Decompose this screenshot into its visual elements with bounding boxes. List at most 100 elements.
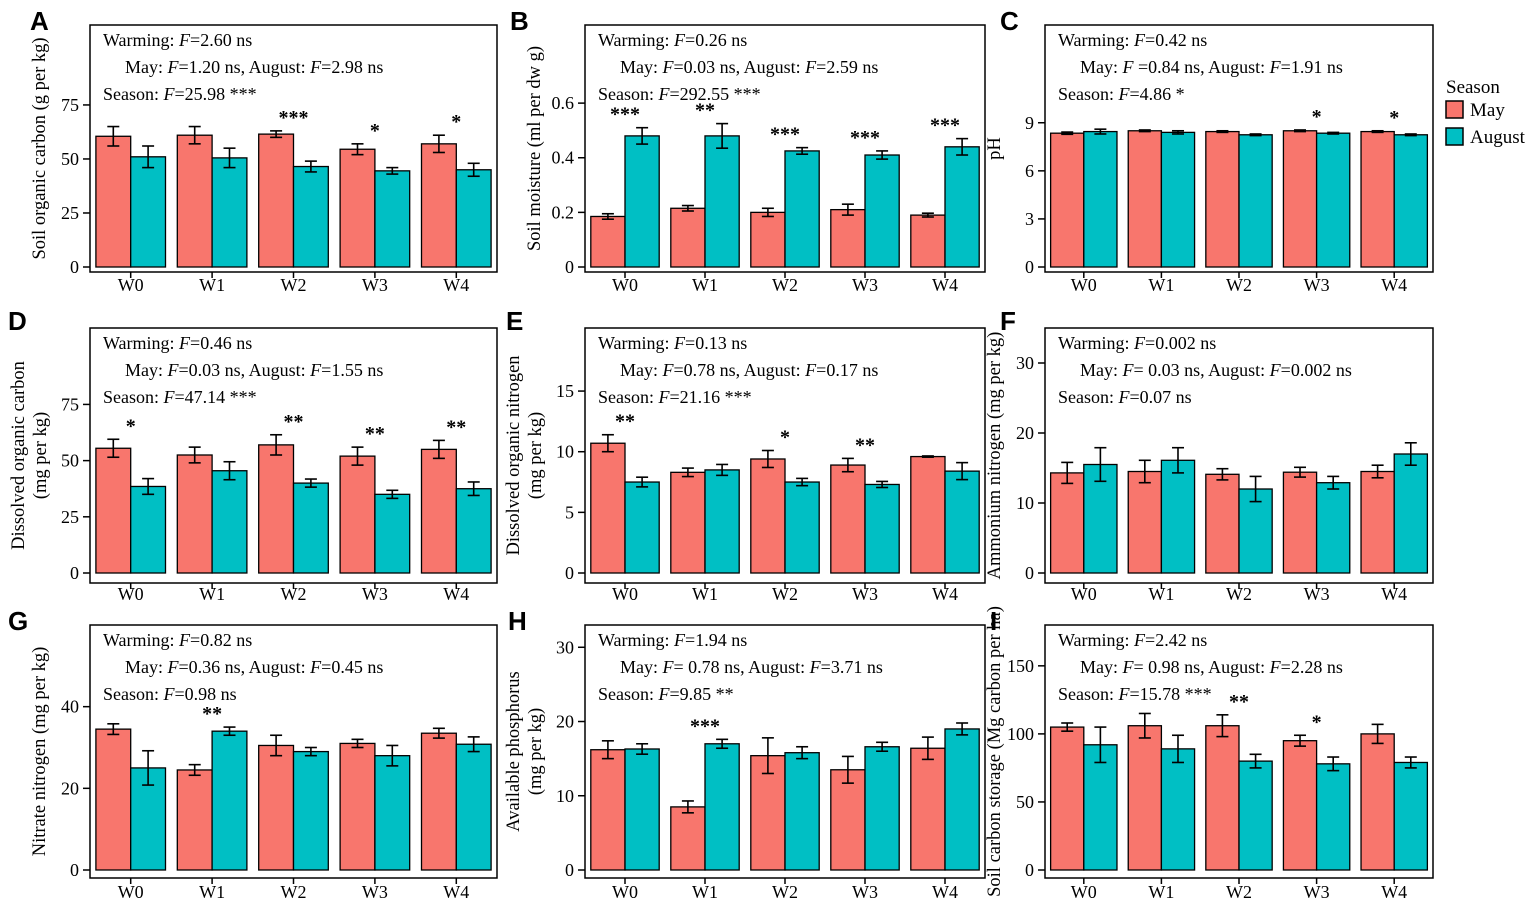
significance-marker: ** (365, 423, 385, 445)
bar-may-W0 (590, 749, 626, 871)
bar-may-W1 (670, 806, 706, 871)
stats-line: May: F= 0.78 ns, August: F=3.71 ns (620, 657, 883, 677)
bar-august-W1 (1160, 748, 1196, 871)
bar-may-W3 (1282, 130, 1318, 268)
bar-august-W3 (374, 170, 411, 268)
x-tick-label: W1 (692, 275, 718, 295)
x-tick-label: W1 (692, 584, 718, 604)
significance-marker: ** (695, 100, 715, 122)
stats-line: Season: F=0.98 ns (103, 684, 237, 704)
bar-august-W3 (864, 154, 900, 268)
bar-may-W0 (95, 447, 132, 574)
bar-may-W2 (258, 133, 295, 268)
significance-marker: * (1312, 106, 1322, 128)
significance-marker: ** (1229, 691, 1249, 713)
x-tick-label: W1 (692, 882, 718, 902)
bar-august-W4 (1393, 453, 1429, 574)
x-tick-label: W0 (118, 584, 144, 604)
bar-may-W0 (590, 215, 626, 268)
bar-august-W3 (1315, 132, 1351, 268)
bar-may-W3 (1282, 471, 1318, 574)
x-tick-label: W0 (612, 882, 638, 902)
stats-line: May: F=0.03 ns, August: F=2.59 ns (620, 57, 878, 77)
bar-august-W2 (292, 482, 329, 574)
x-tick-label: W2 (281, 584, 307, 604)
significance-marker: *** (770, 124, 800, 146)
x-tick-label: W3 (852, 584, 878, 604)
bar-august-W0 (624, 481, 660, 574)
y-tick-label: 9 (1025, 113, 1034, 133)
bar-may-W4 (420, 448, 457, 574)
stats-line: Season: F=25.98 *** (103, 84, 257, 104)
y-tick-label: 150 (1007, 656, 1034, 676)
bar-august-W1 (704, 135, 740, 268)
panel-letter-G: G (8, 606, 28, 636)
bar-august-W4 (455, 743, 492, 871)
x-tick-label: W4 (1381, 584, 1407, 604)
bar-may-W4 (1360, 733, 1395, 871)
bar-may-W2 (750, 458, 786, 574)
significance-marker: ** (284, 411, 304, 433)
bar-august-W0 (1083, 130, 1118, 268)
panel-letter-F: F (1000, 306, 1016, 336)
x-tick-label: W3 (362, 584, 388, 604)
y-axis-label: Dissolved organic carbon (9, 361, 29, 550)
panel-letter-A: A (30, 6, 49, 36)
bar-august-W1 (211, 730, 248, 871)
y-tick-label: 3 (1025, 209, 1034, 229)
panel-A: 0 25 50 75 Soil organic carbon (g per kg) War… (30, 6, 498, 295)
bar-may-W3 (830, 464, 866, 574)
y-axis-label: Available phosphorus (504, 671, 524, 831)
bar-august-W3 (374, 493, 411, 574)
y-tick-label: 0 (1025, 563, 1034, 583)
y-tick-label: 10 (556, 786, 574, 806)
bar-may-W4 (1360, 470, 1395, 574)
bar-may-W4 (1360, 130, 1395, 268)
significance-marker: ** (202, 703, 222, 725)
x-tick-label: W0 (612, 584, 638, 604)
stats-line: May: F=0.03 ns, August: F=1.55 ns (125, 360, 383, 380)
bar-august-W4 (1393, 134, 1429, 268)
y-axis-label: (mg per kg) (31, 412, 51, 499)
y-tick-label: 20 (1016, 423, 1034, 443)
stats-line: Warming: F=2.60 ns (103, 30, 252, 50)
bar-may-W0 (1049, 472, 1085, 574)
bar-may-W4 (910, 455, 946, 574)
x-tick-label: W3 (852, 275, 878, 295)
x-tick-label: W4 (932, 584, 958, 604)
y-tick-label: 30 (556, 637, 574, 657)
y-tick-label: 30 (1016, 353, 1034, 373)
x-tick-label: W4 (443, 584, 469, 604)
bar-may-W1 (670, 471, 706, 574)
bar-may-W2 (750, 211, 786, 268)
x-tick-label: W3 (362, 275, 388, 295)
stats-line: May: F= 0.98 ns, August: F=2.28 ns (1080, 657, 1343, 677)
y-tick-label: 0.6 (552, 93, 575, 113)
y-tick-label: 25 (61, 203, 79, 223)
y-tick-label: 0 (70, 257, 79, 277)
bar-may-W1 (176, 454, 213, 574)
bar-august-W0 (130, 156, 167, 268)
bar-august-W2 (784, 481, 820, 574)
y-axis-label: pH (985, 137, 1005, 160)
y-tick-label: 40 (61, 697, 79, 717)
stats-line: Warming: F=0.82 ns (103, 630, 252, 650)
y-axis-label: Soil moisture (ml per dw g) (525, 46, 545, 251)
bar-august-W2 (1238, 760, 1273, 871)
x-tick-label: W1 (1148, 882, 1174, 902)
bar-may-W1 (176, 769, 213, 871)
bar-august-W0 (1083, 744, 1118, 871)
bar-august-W4 (1393, 761, 1429, 871)
bar-may-W1 (176, 134, 213, 268)
y-tick-label: 50 (61, 451, 79, 471)
stats-line: Season: F=47.14 *** (103, 387, 257, 407)
panel-letter-D: D (8, 306, 27, 336)
y-tick-label: 0 (1025, 257, 1034, 277)
bar-may-W2 (1205, 473, 1240, 574)
x-tick-label: W2 (1226, 275, 1252, 295)
bar-august-W1 (211, 157, 248, 268)
bar-may-W3 (1282, 740, 1318, 871)
bar-may-W2 (1205, 725, 1240, 871)
